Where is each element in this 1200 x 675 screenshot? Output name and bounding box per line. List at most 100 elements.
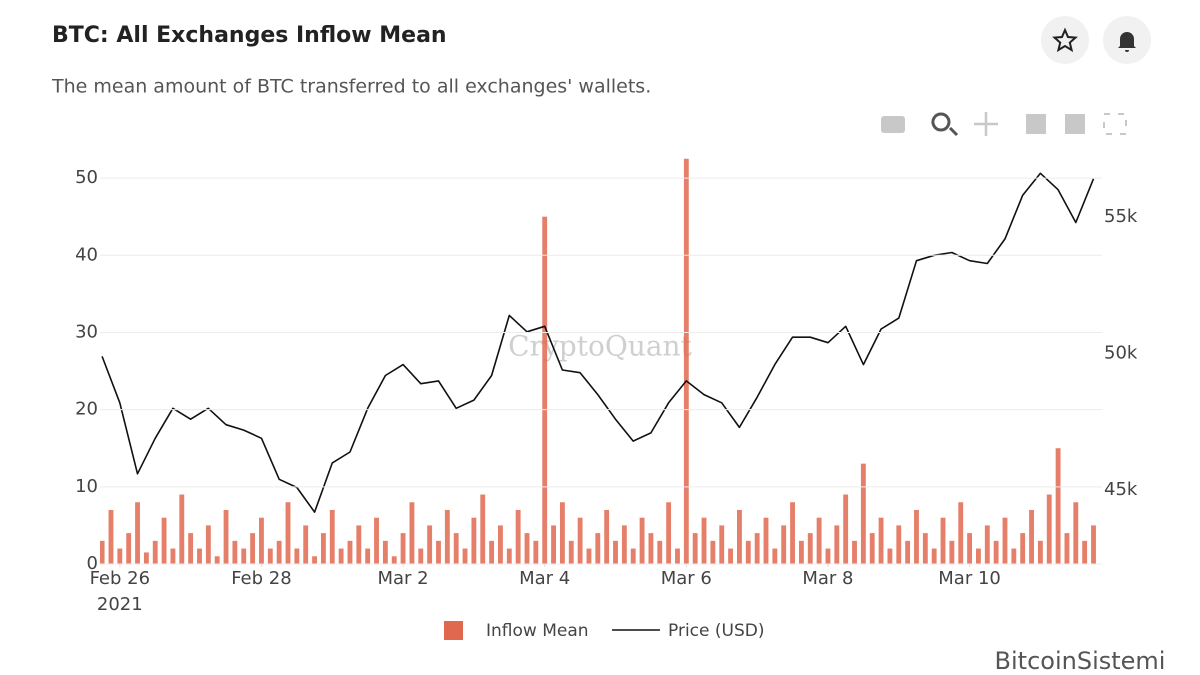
bar: [922, 533, 928, 564]
price-line: [101, 172, 1095, 513]
zoom-in-button[interactable]: [1026, 114, 1046, 134]
x-tick-label: Feb 28: [231, 568, 292, 589]
bar: [409, 502, 415, 564]
bar: [887, 548, 893, 564]
bar: [100, 540, 105, 564]
pan-button[interactable]: [974, 112, 998, 136]
bar: [675, 548, 680, 564]
bar: [683, 158, 689, 564]
y2-tick-label: 45k: [1104, 479, 1138, 500]
bar: [613, 540, 618, 564]
bar: [303, 525, 309, 564]
bar: [1091, 525, 1096, 564]
bar: [551, 525, 556, 564]
bar: [878, 517, 884, 564]
bar: [745, 540, 751, 564]
bar: [1082, 540, 1088, 564]
legend-swatch: [444, 621, 463, 640]
bar: [754, 533, 760, 564]
bar: [692, 533, 698, 564]
chart-toolbar: [881, 112, 1127, 137]
bar: [931, 548, 937, 564]
x-tick-label: Mar 8: [802, 568, 853, 589]
bar: [896, 525, 902, 564]
bar: [666, 502, 672, 564]
chart-subtitle: The mean amount of BTC transferred to al…: [51, 76, 651, 98]
bar: [630, 548, 636, 564]
bar: [250, 533, 256, 564]
bar: [949, 540, 955, 564]
bar: [559, 502, 565, 564]
bar: [843, 494, 849, 564]
favorite-button[interactable]: [1041, 16, 1089, 64]
bar: [825, 548, 831, 564]
y-tick-label: 20: [75, 399, 98, 420]
source-watermark: BitcoinSistemi: [995, 647, 1166, 675]
bar: [772, 548, 778, 564]
bar: [427, 525, 433, 564]
camera-button[interactable]: [881, 116, 905, 133]
bar: [462, 548, 468, 564]
bar: [639, 517, 645, 564]
bar: [489, 540, 495, 564]
bar: [471, 517, 477, 564]
bar: [453, 533, 459, 564]
bar: [329, 509, 335, 564]
bar: [524, 533, 530, 564]
bar: [365, 548, 371, 564]
bar: [179, 494, 185, 564]
bar: [604, 509, 610, 564]
x-tick-label: Mar 2: [378, 568, 429, 589]
x-tick-label: Mar 4: [519, 568, 570, 589]
bar: [276, 540, 282, 564]
bar: [418, 548, 424, 564]
bar: [285, 502, 291, 564]
bar: [542, 216, 548, 564]
bar: [117, 548, 123, 564]
bar: [595, 533, 601, 564]
bar: [259, 517, 264, 564]
alert-button[interactable]: [1103, 16, 1151, 64]
x-tick-label: Feb 26: [90, 568, 151, 589]
bar: [790, 502, 795, 564]
bar: [905, 540, 911, 564]
y2-tick-label: 55k: [1104, 206, 1138, 227]
bar: [294, 548, 300, 564]
bar: [728, 548, 734, 564]
bar: [586, 548, 592, 564]
bar: [568, 540, 574, 564]
bar: [781, 525, 787, 564]
bar: [338, 548, 344, 564]
bar: [1011, 548, 1017, 564]
x-year-label: 2021: [97, 594, 143, 615]
y-tick-label: 50: [75, 167, 98, 188]
bar: [701, 517, 707, 564]
plot-area: [100, 158, 1096, 564]
bar: [657, 540, 663, 564]
bar: [621, 525, 627, 564]
bar: [347, 540, 353, 564]
bar: [152, 540, 158, 564]
reset-button[interactable]: [1103, 113, 1127, 135]
bar: [1020, 533, 1026, 564]
y-tick-label: 10: [75, 476, 98, 497]
bar: [374, 517, 379, 564]
bar: [161, 517, 167, 564]
bar: [135, 502, 140, 564]
bar: [267, 548, 273, 564]
bar: [400, 533, 406, 564]
zoom-out-button[interactable]: [1065, 114, 1085, 134]
bar: [498, 525, 503, 564]
bar: [710, 540, 716, 564]
bar: [436, 540, 441, 564]
bar: [577, 517, 583, 564]
bar: [126, 533, 132, 564]
bar: [533, 540, 539, 564]
bar: [320, 533, 326, 564]
zoom-button[interactable]: [931, 112, 959, 137]
bar: [170, 548, 176, 564]
bar: [967, 533, 973, 564]
bar: [816, 517, 822, 564]
bar: [984, 525, 990, 564]
